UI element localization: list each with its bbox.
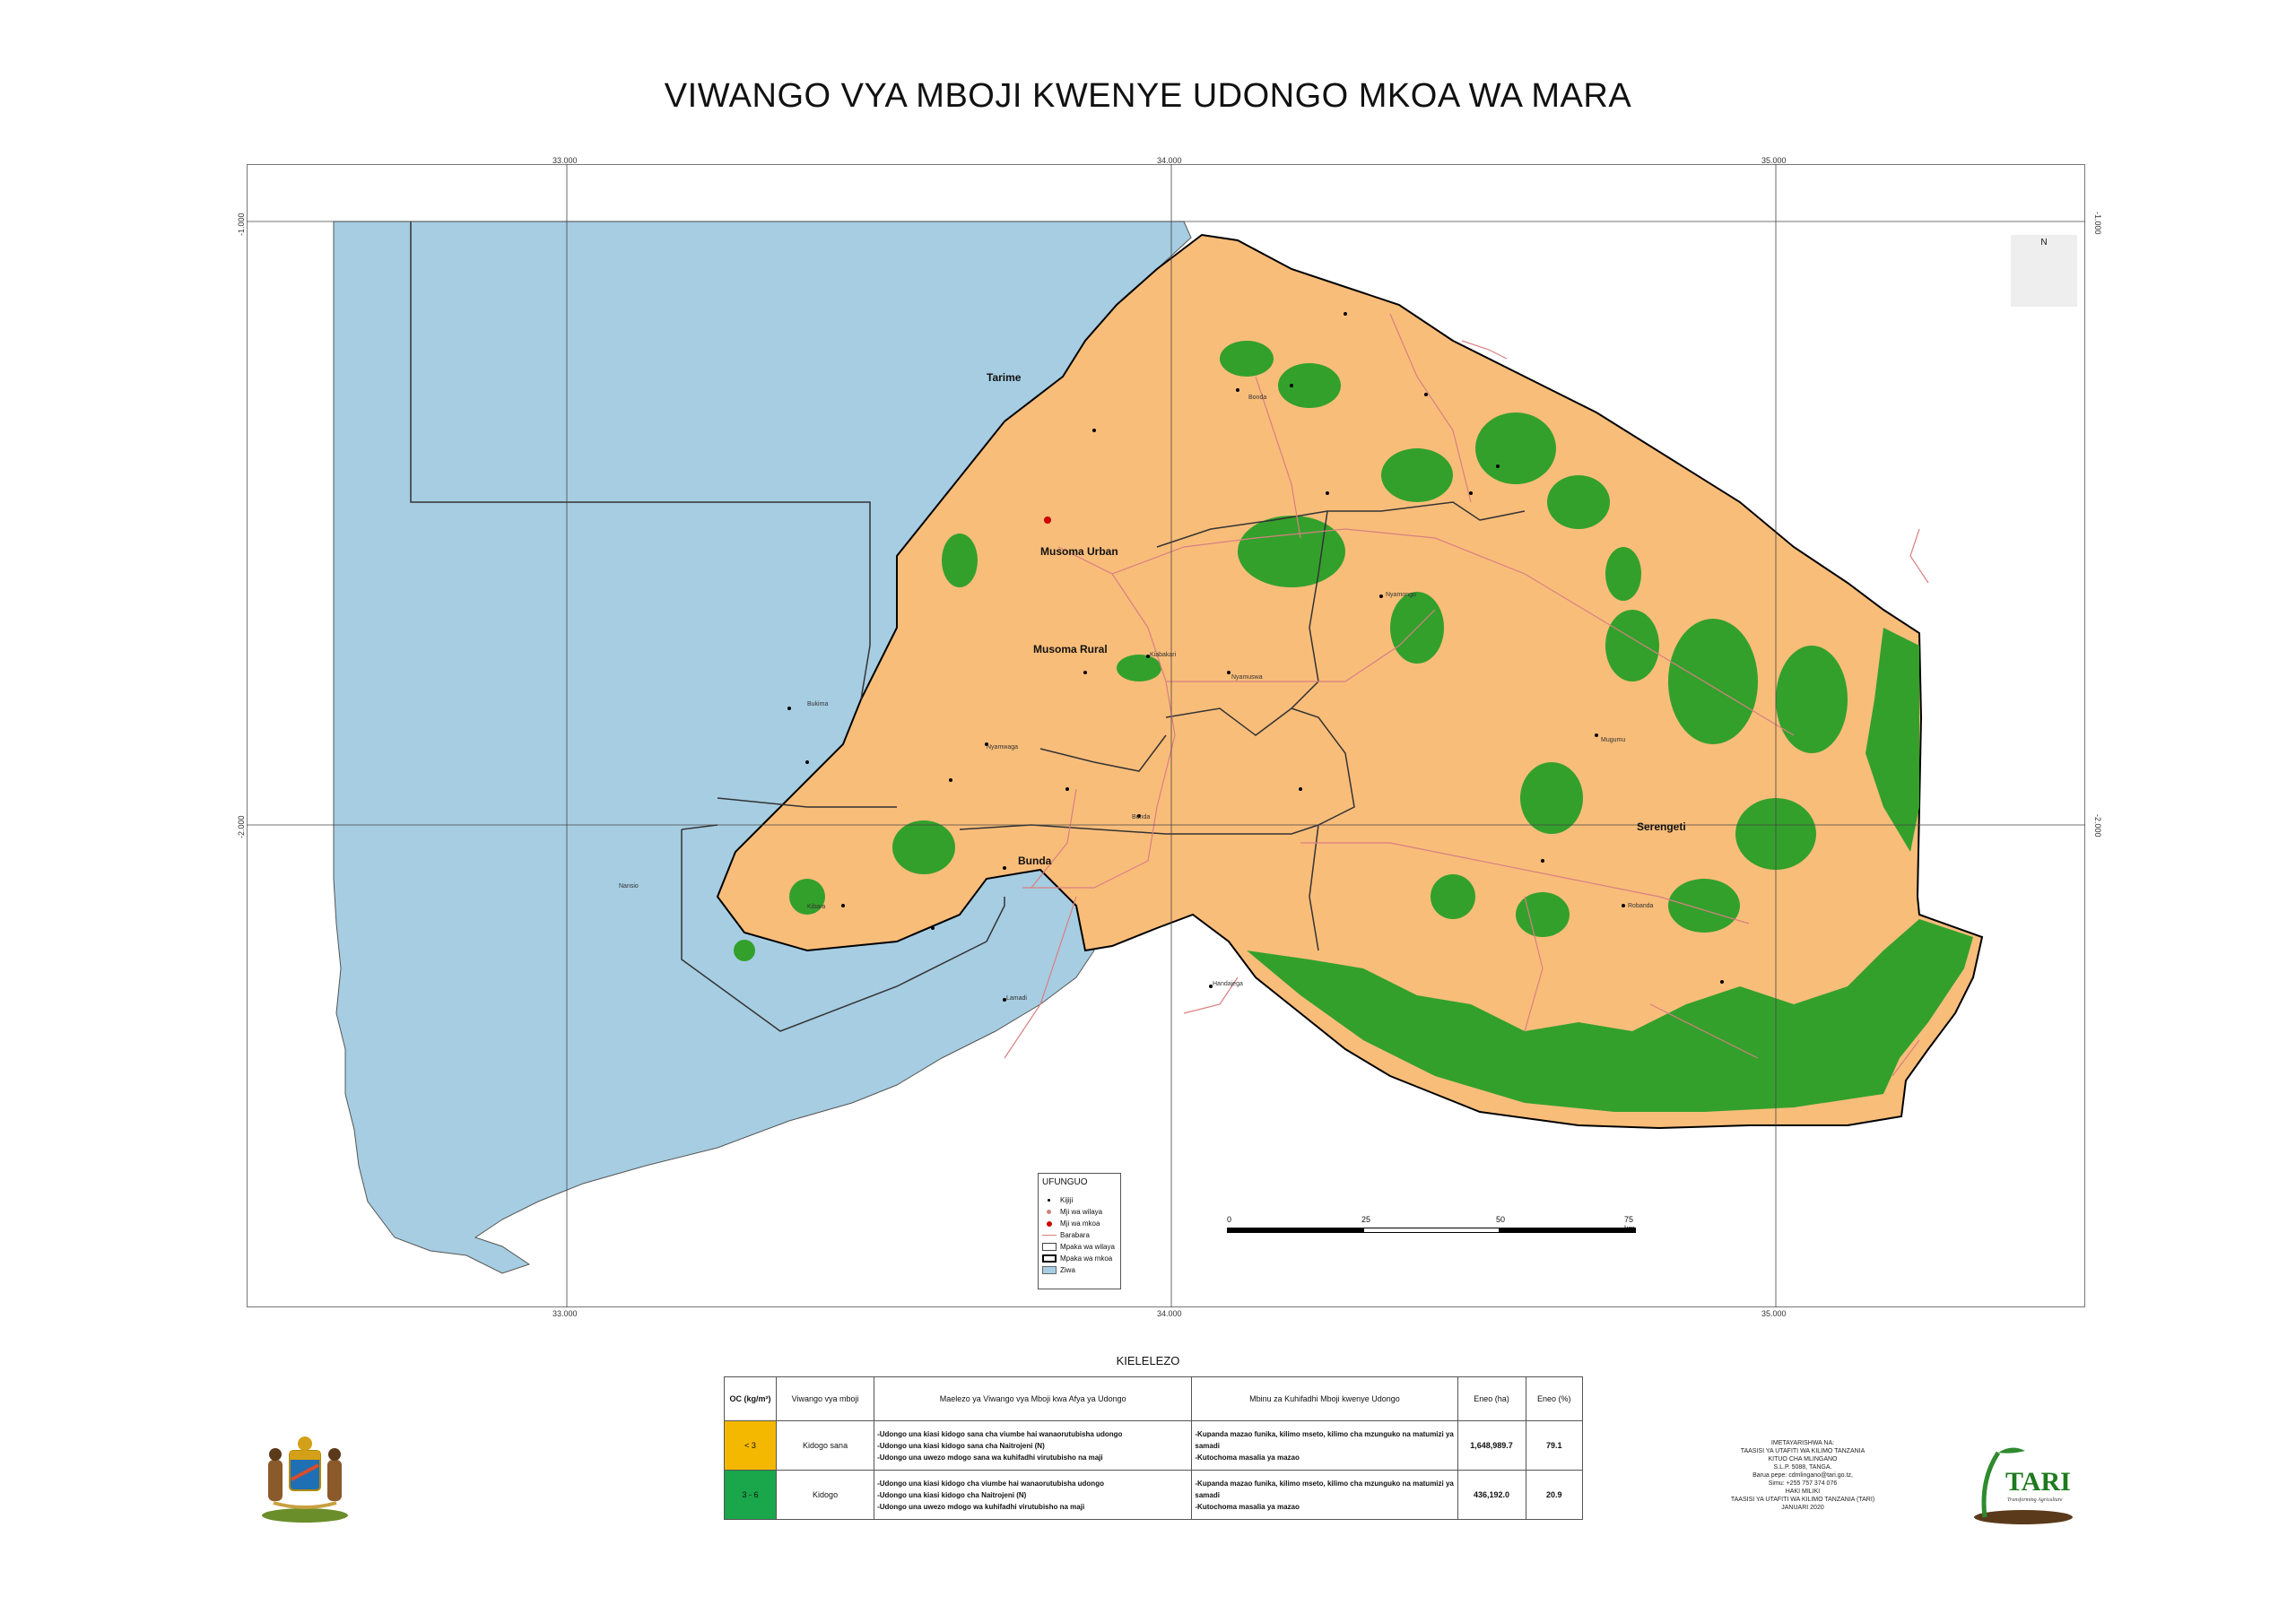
level-cell: Kidogo (776, 1470, 875, 1520)
graticule (247, 164, 2085, 1307)
village-label: Mugumu (1601, 737, 1626, 743)
lon-label-top-2: 34.000 (1157, 156, 1182, 165)
village-label: Nyamwaga (987, 744, 1019, 751)
district-boundaries (410, 221, 1526, 1032)
table-row: 3 - 6 Kidogo -Udongo una kiasi kidogo ch… (723, 1470, 1584, 1520)
legend-title: UFUNGUO (1042, 1177, 1088, 1187)
tari-logo: TARI Transforming Agriculture (1974, 1447, 2073, 1524)
oc-range-cell: < 3 (723, 1420, 778, 1471)
level-cell: Kidogo sana (776, 1420, 875, 1471)
legend-symbol (1042, 1266, 1057, 1274)
header-oc: OC (kg/m²) (723, 1376, 778, 1421)
scale-label: 25 (1361, 1215, 1371, 1224)
village-label: Handajega (1213, 981, 1243, 987)
methods-cell: -Kupanda mazao funika, kilimo mseto, kil… (1191, 1470, 1458, 1520)
village-label: Kiabakari (1150, 652, 1177, 658)
header-area-ha: Eneo (ha) (1457, 1376, 1526, 1421)
coat-of-arms-emblem (262, 1436, 348, 1523)
scale-segment (1227, 1228, 1363, 1233)
label-musoma-rural: Musoma Rural (1033, 643, 1108, 655)
region-medium-oc (734, 341, 1973, 1112)
scale-bar: 0 25 50 75 km (1227, 1215, 1636, 1242)
village-label: Robanda (1628, 903, 1654, 909)
tari-logo-text: TARI (2005, 1467, 2071, 1497)
village-label: Nyamuswa (1231, 674, 1263, 681)
oc-range-cell: 3 - 6 (723, 1470, 778, 1520)
credit-block: IMETAYARISHWA NA: TAASISI YA UTAFITI WA … (1730, 1440, 1875, 1511)
map-title: VIWANGO VYA MBOJI KWENYE UDONGO MKOA WA … (664, 77, 1632, 115)
scale-segment (1500, 1228, 1636, 1233)
description-cell: -Udongo una kiasi kidogo sana cha viumbe… (874, 1420, 1193, 1471)
label-musoma-urban: Musoma Urban (1040, 545, 1118, 558)
header-level: Viwango vya mboji (776, 1376, 875, 1421)
village-label: Nansio (619, 883, 639, 890)
regional-town-marker (1044, 516, 1051, 524)
village-label: Bukima (807, 701, 829, 707)
header-description: Maelezo ya Viwango vya Mboji kwa Afya ya… (874, 1376, 1193, 1421)
legend-symbol (1042, 1254, 1057, 1263)
lon-label-bottom-2: 34.000 (1157, 1309, 1182, 1318)
legend-symbol (1042, 1219, 1057, 1228)
legend-item: Barabara (1042, 1230, 1090, 1240)
legend-item: Mpaka wa mkoa (1042, 1254, 1112, 1263)
header-methods: Mbinu za Kuhifadhi Mboji kwenye Udongo (1191, 1376, 1458, 1421)
roads (1004, 313, 1929, 1077)
legend-symbol (1042, 1243, 1057, 1251)
legend-item: Mpaka wa wilaya (1042, 1242, 1115, 1252)
table-caption: KIELELEZO (1116, 1354, 1180, 1367)
village-label: Bonda (1248, 395, 1267, 401)
methods-cell: -Kupanda mazao funika, kilimo mseto, kil… (1191, 1420, 1458, 1471)
scale-label: 50 (1496, 1215, 1506, 1224)
lon-label-top-3: 35.000 (1761, 156, 1787, 165)
area-ha-cell: 436,192.0 (1457, 1470, 1526, 1520)
lon-label-top-1: 33.000 (552, 156, 578, 165)
area-ha-cell: 1,648,989.7 (1457, 1420, 1526, 1471)
village-label: Kibara (807, 904, 826, 910)
village-label: Lamadi (1006, 995, 1027, 1002)
north-arrow: N (2011, 235, 2077, 307)
north-label: N (2040, 238, 2048, 247)
description-cell: -Udongo una kiasi kidogo cha viumbe hai … (874, 1470, 1193, 1520)
area-pct-cell: 79.1 (1525, 1420, 1584, 1471)
legend-item: Kijiji (1042, 1195, 1073, 1205)
village-label: Bunda (1132, 814, 1151, 820)
village-points (787, 312, 1724, 1002)
region-low-oc (716, 233, 1984, 1130)
legend-item: Mji wa mkoa (1042, 1219, 1100, 1228)
tari-logo-tagline: Transforming Agriculture (2007, 1497, 2063, 1503)
label-bunda: Bunda (1018, 855, 1052, 867)
legend-symbol (1042, 1196, 1057, 1204)
map-legend: UFUNGUO Kijiji Mji wa wilaya Mji wa mkoa… (1038, 1173, 1121, 1289)
scale-segment (1363, 1228, 1500, 1233)
village-label: Nyamongo (1386, 592, 1416, 598)
legend-item: Mji wa wilaya (1042, 1207, 1102, 1217)
area-pct-cell: 20.9 (1525, 1470, 1584, 1520)
label-serengeti: Serengeti (1637, 820, 1686, 833)
legend-symbol (1042, 1231, 1057, 1239)
table-header-row: OC (kg/m²) Viwango vya mboji Maelezo ya … (723, 1376, 1584, 1421)
map-frame (247, 164, 2085, 1307)
lon-label-bottom-3: 35.000 (1761, 1309, 1787, 1318)
lon-label-bottom-1: 33.000 (552, 1309, 578, 1318)
scale-label: 0 (1227, 1215, 1232, 1224)
label-tarime: Tarime (987, 371, 1022, 384)
oc-key-table: OC (kg/m²) Viwango vya mboji Maelezo ya … (723, 1376, 1584, 1520)
header-area-pct: Eneo (%) (1525, 1376, 1584, 1421)
table-row: < 3 Kidogo sana -Udongo una kiasi kidogo… (723, 1420, 1584, 1471)
legend-symbol (1042, 1208, 1057, 1216)
legend-item: Ziwa (1042, 1265, 1075, 1275)
